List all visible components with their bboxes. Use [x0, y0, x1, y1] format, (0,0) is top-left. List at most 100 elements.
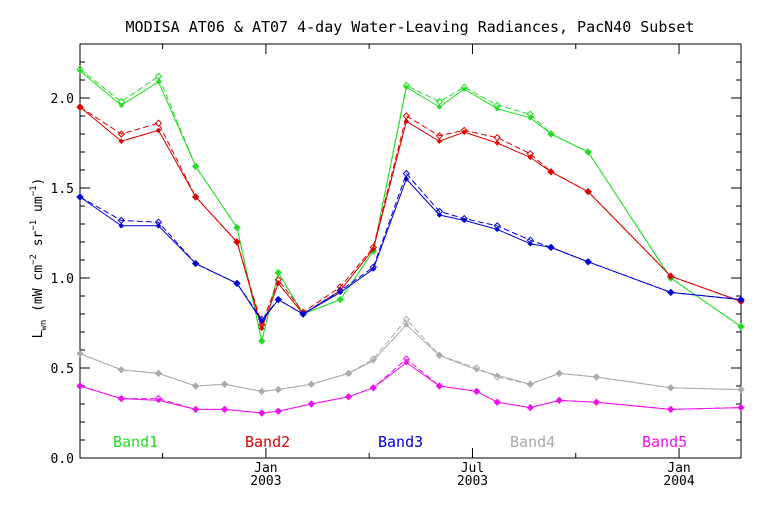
- data-point-at07: [667, 272, 675, 280]
- y-label-units-mid2: um: [31, 196, 46, 220]
- data-point-at06: [337, 289, 344, 296]
- data-point-at06: [192, 163, 199, 170]
- data-point-at06: [667, 406, 674, 413]
- data-point-at06: [527, 114, 534, 121]
- series-line-at07: [79, 106, 742, 327]
- data-point-at06: [192, 406, 199, 413]
- data-point-at06: [548, 244, 554, 251]
- data-point-at06: [370, 246, 377, 253]
- data-point-at07: [274, 385, 283, 394]
- data-point-at07: [154, 119, 163, 127]
- data-point-at06: [436, 383, 443, 389]
- data-point-at06: [155, 397, 162, 404]
- data-point-at06: [275, 386, 282, 393]
- data-point-at07: [274, 295, 283, 304]
- data-point-at07: [737, 322, 745, 331]
- data-point-at07: [555, 369, 563, 378]
- data-point-at06: [77, 68, 83, 74]
- data-point-at06: [234, 239, 240, 245]
- data-point-at06: [258, 410, 265, 416]
- data-point-at07: [344, 369, 353, 378]
- data-point-at07: [369, 384, 378, 392]
- data-point-at06: [77, 194, 83, 200]
- legend: Band1 Band2 Band3 Band4 Band5: [113, 433, 687, 451]
- data-point-at07: [555, 396, 563, 405]
- y-tick-label: 1.5: [51, 182, 74, 197]
- data-point-at07: [233, 223, 241, 232]
- data-point-at06: [585, 188, 591, 195]
- data-point-at06: [473, 366, 480, 373]
- data-point-at06: [77, 350, 83, 357]
- data-point-at07: [737, 295, 745, 304]
- data-point-at07: [307, 380, 316, 388]
- y-label-main: L: [31, 330, 46, 338]
- data-point-at07: [258, 387, 266, 396]
- data-point-at06: [585, 149, 591, 155]
- data-point-at06: [461, 129, 468, 136]
- data-point-at07: [526, 380, 535, 388]
- data-point-at06: [667, 273, 674, 280]
- data-point-at07: [435, 351, 444, 360]
- data-point-at06: [593, 399, 600, 406]
- data-point-at07: [592, 398, 601, 406]
- data-point-at06: [585, 258, 591, 265]
- data-point-at06: [436, 104, 443, 110]
- data-point-at06: [258, 338, 265, 344]
- data-point-at06: [155, 78, 162, 85]
- series-line-at06: [79, 361, 742, 414]
- y-tick-label: 2.0: [51, 92, 74, 107]
- y-label-units-suffix: ): [31, 178, 46, 186]
- x-tick-year: 2003: [457, 474, 488, 489]
- data-point-at06: [275, 296, 282, 303]
- series-line-at06: [79, 106, 742, 331]
- x-tick-label: Jan: [254, 461, 277, 476]
- data-point-at06: [345, 393, 352, 400]
- data-point-at06: [221, 381, 228, 388]
- data-point-at07: [299, 310, 307, 318]
- legend-entry-band4: Band4: [510, 433, 555, 451]
- data-point-at07: [258, 409, 266, 417]
- data-point-at06: [118, 366, 125, 373]
- data-point-at07: [220, 405, 229, 414]
- data-point-at07: [117, 130, 126, 138]
- data-point-at07: [76, 193, 84, 201]
- data-point-at06: [527, 404, 534, 411]
- series-band3: [76, 169, 745, 325]
- data-point-at07: [233, 279, 241, 288]
- data-point-at07: [344, 393, 353, 401]
- data-point-at06: [300, 311, 306, 317]
- data-point-at07: [274, 268, 283, 277]
- series-band5: [76, 355, 745, 417]
- data-point-at06: [155, 222, 162, 229]
- data-point-at07: [547, 130, 555, 138]
- data-point-at06: [494, 105, 501, 112]
- data-point-at06: [738, 296, 744, 303]
- data-point-at07: [667, 384, 675, 392]
- data-point-at07: [547, 168, 555, 176]
- data-point-at06: [403, 84, 410, 91]
- data-point-at06: [275, 280, 282, 287]
- x-tick-label: Jul: [461, 461, 484, 476]
- data-point-at06: [403, 359, 410, 366]
- y-tick-label: 1.0: [51, 272, 74, 287]
- x-tick-year: 2003: [250, 474, 281, 489]
- data-point-at06: [155, 127, 162, 134]
- data-point-at06: [593, 374, 600, 380]
- y-axis-label-text: Lwn (mW cm−2 sr−1 um−1): [29, 178, 49, 339]
- data-point-at06: [667, 289, 674, 296]
- data-point-at06: [234, 224, 240, 231]
- data-point-at06: [337, 296, 344, 303]
- data-point-at06: [473, 388, 480, 395]
- data-point-at07: [737, 403, 745, 412]
- data-point-at06: [234, 280, 240, 287]
- data-point-at06: [118, 138, 125, 145]
- data-point-at06: [527, 381, 534, 388]
- data-point-at06: [155, 370, 162, 377]
- data-point-at06: [556, 370, 563, 377]
- data-point-at06: [308, 381, 315, 388]
- data-point-at07: [435, 97, 444, 106]
- data-point-at07: [258, 337, 266, 345]
- data-point-at06: [494, 226, 501, 233]
